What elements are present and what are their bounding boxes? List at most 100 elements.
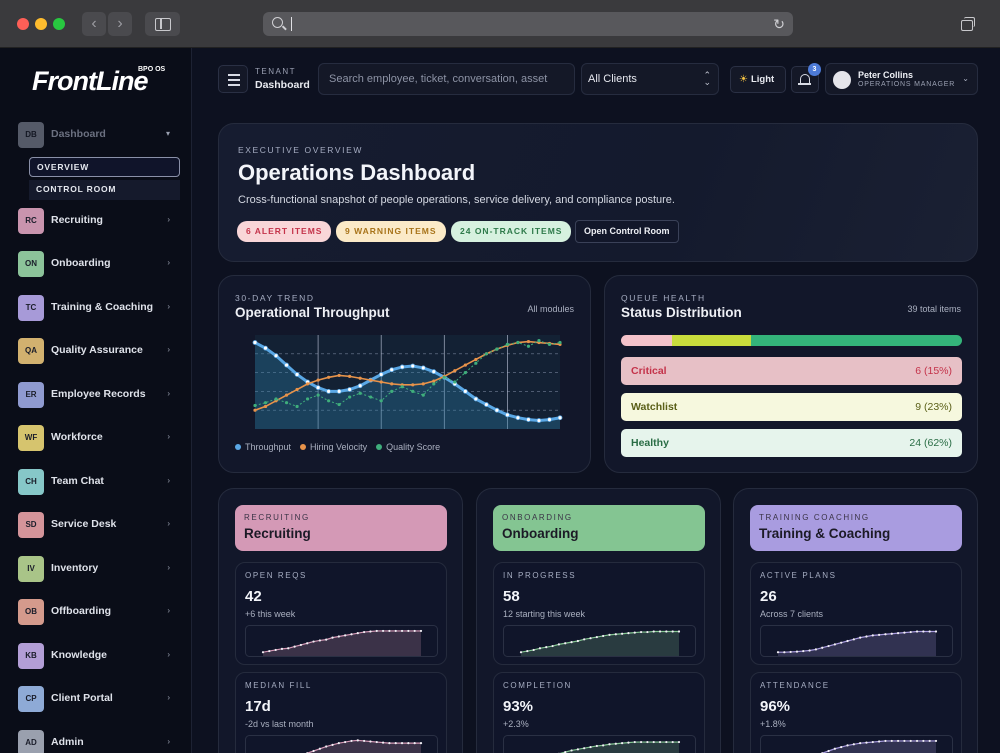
kpi-tile[interactable]: MEDIAN FILL 17d -2d vs last month [235,672,447,753]
series-point-0 [273,353,279,359]
series-point-2 [400,385,404,389]
kpi-tile[interactable]: OPEN REQS 42 +6 this week [235,562,447,665]
sparkline-point [614,742,617,745]
sparkline-point [890,632,893,635]
search-input[interactable]: Search employee, ticket, conversation, a… [318,63,575,95]
series-point-1 [369,378,373,382]
sidebar-item-qa[interactable]: QA Quality Assurance › [18,338,178,364]
chevron-right-icon: › [167,563,170,572]
sparkline-point [621,632,624,635]
chevron-left-icon: ‹ [91,15,97,32]
sparkline-point [909,739,912,743]
sidebar-item-iv[interactable]: IV Inventory › [18,556,178,582]
alert-items-pill[interactable]: 6 ALERT ITEMS [237,221,332,242]
sidebar-item-ob[interactable]: OB Offboarding › [18,599,178,625]
series-point-2 [358,391,362,395]
status-value: 24 (62%) [909,437,952,449]
sparkline-point [677,740,681,744]
sidebar-item-ch[interactable]: CH Team Chat › [18,469,178,495]
on-track-items-pill[interactable]: 24 ON-TRACK ITEMS [451,221,572,242]
user-menu-button[interactable]: Peter Collins OPERATIONS MANAGER ⌄ [825,63,978,95]
sidebar-item-cp[interactable]: CP Client Portal › [18,686,178,712]
kpi-delta: -2d vs last month [245,719,314,729]
sidebar-item-db[interactable]: DB Dashboard ▾ [18,122,178,148]
theme-toggle-button[interactable]: ☀ Light [730,66,786,93]
back-button[interactable]: ‹ [82,12,106,36]
zoom-window-button[interactable] [53,18,65,30]
close-window-button[interactable] [17,18,29,30]
module-card: ONBOARDING Onboarding IN PROGRESS 58 12 star… [476,488,721,753]
subnav-control-room[interactable]: CONTROL ROOM [29,180,180,200]
status-row-healthy[interactable]: Healthy 24 (62%) [621,429,962,457]
reload-icon[interactable]: ↻ [773,16,785,32]
sidebar-item-on[interactable]: ON Onboarding › [18,251,178,277]
sidebar-item-tc[interactable]: TC Training & Coaching › [18,295,178,321]
sidebar-item-ad[interactable]: AD Admin › [18,730,178,753]
tab-overview-icon[interactable] [956,13,978,35]
sidebar-item-wf[interactable]: WF Workforce › [18,425,178,451]
nav-badge: OB [18,599,44,625]
status-row-critical[interactable]: Critical 6 (15%) [621,357,962,385]
throughput-chart [252,335,563,429]
warning-items-pill[interactable]: 9 WARNING ITEMS [336,221,446,242]
status-row-watchlist[interactable]: Watchlist 9 (23%) [621,393,962,421]
series-point-1 [263,404,268,409]
sparkline-point [865,635,868,638]
sparkline-point [621,742,624,745]
series-point-0 [526,417,531,422]
series-point-0 [378,372,384,377]
kpi-tile[interactable]: COMPLETION 93% +2.3% [493,672,705,753]
sidebar-item-er[interactable]: ER Employee Records › [18,382,178,408]
minimize-window-button[interactable] [35,18,47,30]
module-header[interactable]: RECRUITING Recruiting [235,505,447,551]
sparkline-point [890,739,893,743]
series-point-1 [390,382,394,386]
sidebar-item-label: Service Desk [51,518,117,530]
series-point-1 [284,393,289,397]
series-point-2 [516,340,520,345]
kpi-tile[interactable]: ACTIVE PLANS 26 Across 7 clients [750,562,962,665]
series-point-0 [252,340,258,345]
sparkline-point [789,650,792,654]
kpi-tile[interactable]: ATTENDANCE 96% +1.8% [750,672,962,753]
series-point-2 [537,339,541,343]
nav-badge: CH [18,469,44,495]
sidebar-item-sd[interactable]: SD Service Desk › [18,512,178,538]
module-eyebrow: ONBOARDING [502,513,573,522]
trend-scope-label[interactable]: All modules [527,304,574,314]
open-control-room-button[interactable]: Open Control Room [575,220,679,243]
sidebar-toggle-button[interactable] [145,12,180,36]
sparkline-point [852,638,855,641]
sidebar-item-rc[interactable]: RC Recruiting › [18,208,178,234]
address-bar[interactable]: ↻ [263,12,793,36]
sparkline-point [840,745,843,749]
forward-button[interactable]: › [108,12,132,36]
kpi-value: 42 [245,588,262,605]
sparkline-area [822,740,936,753]
kpi-tile[interactable]: IN PROGRESS 58 12 starting this week [493,562,705,665]
sidebar-item-kb[interactable]: KB Knowledge › [18,643,178,669]
sparkline-point [608,743,611,746]
module-header[interactable]: ONBOARDING Onboarding [493,505,705,551]
series-point-0 [263,345,268,351]
menu-button[interactable] [218,65,248,93]
module-header[interactable]: TRAINING COACHING Training & Coaching [750,505,962,551]
sparkline-point [671,740,674,744]
sparkline-point [369,630,372,633]
chevron-updown-icon: ⌃ ⌄ [703,70,711,87]
sparkline-point [627,741,630,744]
queue-title: Status Distribution [621,305,742,320]
sparkline-point [576,639,579,643]
sparkline-point [526,649,529,653]
sparkline-point [652,740,655,744]
client-select[interactable]: All Clients ⌃ ⌄ [581,63,719,95]
chevron-right-icon: › [167,215,170,224]
brand-sup: BPO OS [138,66,166,73]
kpi-value: 17d [245,698,271,715]
sidebar-item-label: Team Chat [51,475,104,487]
sparkline-point [287,647,290,650]
sparkline-point [915,739,919,743]
series-point-1 [411,383,415,387]
subnav-overview[interactable]: OVERVIEW [29,157,180,177]
series-point-2 [505,342,510,346]
